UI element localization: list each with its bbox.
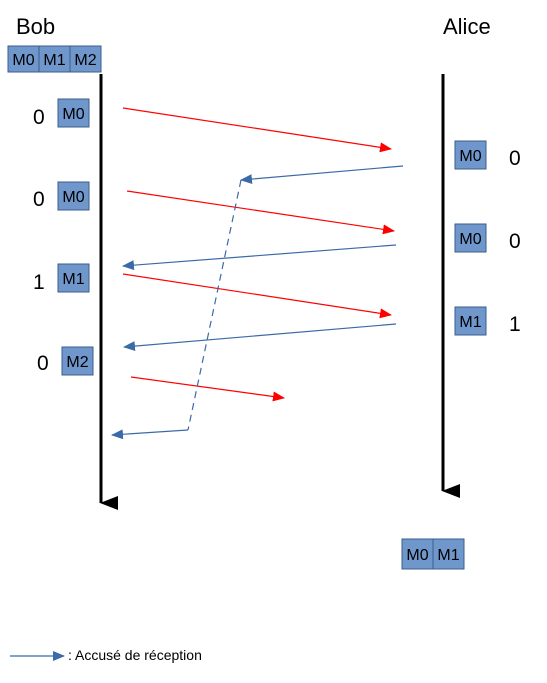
- legend-ack-label: : Accusé de réception: [68, 647, 202, 663]
- legend: : Accusé de réception: [10, 647, 202, 663]
- message-label: M2: [66, 354, 88, 371]
- buffer-item: M1: [437, 547, 459, 564]
- bob-label: Bob: [16, 14, 55, 39]
- message-label: M0: [62, 189, 84, 206]
- seq-number: 1: [33, 271, 45, 294]
- message-arrow: [126, 190, 395, 235]
- message-box: [57, 263, 90, 293]
- buffer-cell: [432, 538, 465, 570]
- seq-number: 0: [509, 230, 521, 253]
- seq-number: 0: [33, 188, 45, 211]
- buffer-item: M2: [74, 52, 96, 69]
- seq-number: 1: [509, 313, 521, 336]
- seq-number: 0: [37, 352, 49, 375]
- bob-send-2: 1 M1: [33, 263, 90, 294]
- message-arrow: [122, 273, 392, 319]
- buffer-cell: [401, 538, 434, 570]
- message-box: [454, 223, 487, 253]
- ack-arrow: [123, 323, 397, 352]
- buffer-cell: [38, 45, 71, 73]
- ack-arrow: [240, 165, 404, 185]
- buffer-cell: [69, 45, 102, 73]
- buffer-item: M0: [12, 52, 34, 69]
- alice-label: Alice: [443, 14, 491, 39]
- ack-arrow: [122, 244, 397, 271]
- message-label: M1: [459, 314, 481, 331]
- bob-send-1: 0 M0: [33, 181, 90, 211]
- message-box: [61, 346, 94, 376]
- message-box: [454, 306, 487, 336]
- message-label: M1: [62, 271, 84, 288]
- ack-arrow-delayed: [111, 429, 189, 440]
- seq-number: 0: [33, 106, 45, 129]
- alice-receive-0: M0 0: [454, 140, 521, 170]
- message-label: M0: [459, 231, 481, 248]
- alice-delivered: M0 M1: [401, 538, 465, 570]
- message-arrow-lost: [130, 376, 285, 402]
- message-box: [454, 140, 487, 170]
- buffer-cell: [7, 45, 40, 73]
- buffer-item: M0: [406, 547, 428, 564]
- message-box: [57, 98, 90, 128]
- bob-buffer: M0 M1 M2: [7, 45, 102, 73]
- ack-delayed-path: [187, 179, 242, 431]
- seq-number: 0: [509, 147, 521, 170]
- bob-send-3: 0 M2: [37, 346, 94, 376]
- message-label: M0: [459, 148, 481, 165]
- alice-receive-2: M1 1: [454, 306, 521, 336]
- alice-receive-1: M0 0: [454, 223, 521, 253]
- bob-send-0: 0 M0: [33, 98, 90, 129]
- message-box: [57, 181, 90, 211]
- buffer-item: M1: [43, 52, 65, 69]
- message-label: M0: [62, 106, 84, 123]
- message-arrow: [122, 107, 392, 153]
